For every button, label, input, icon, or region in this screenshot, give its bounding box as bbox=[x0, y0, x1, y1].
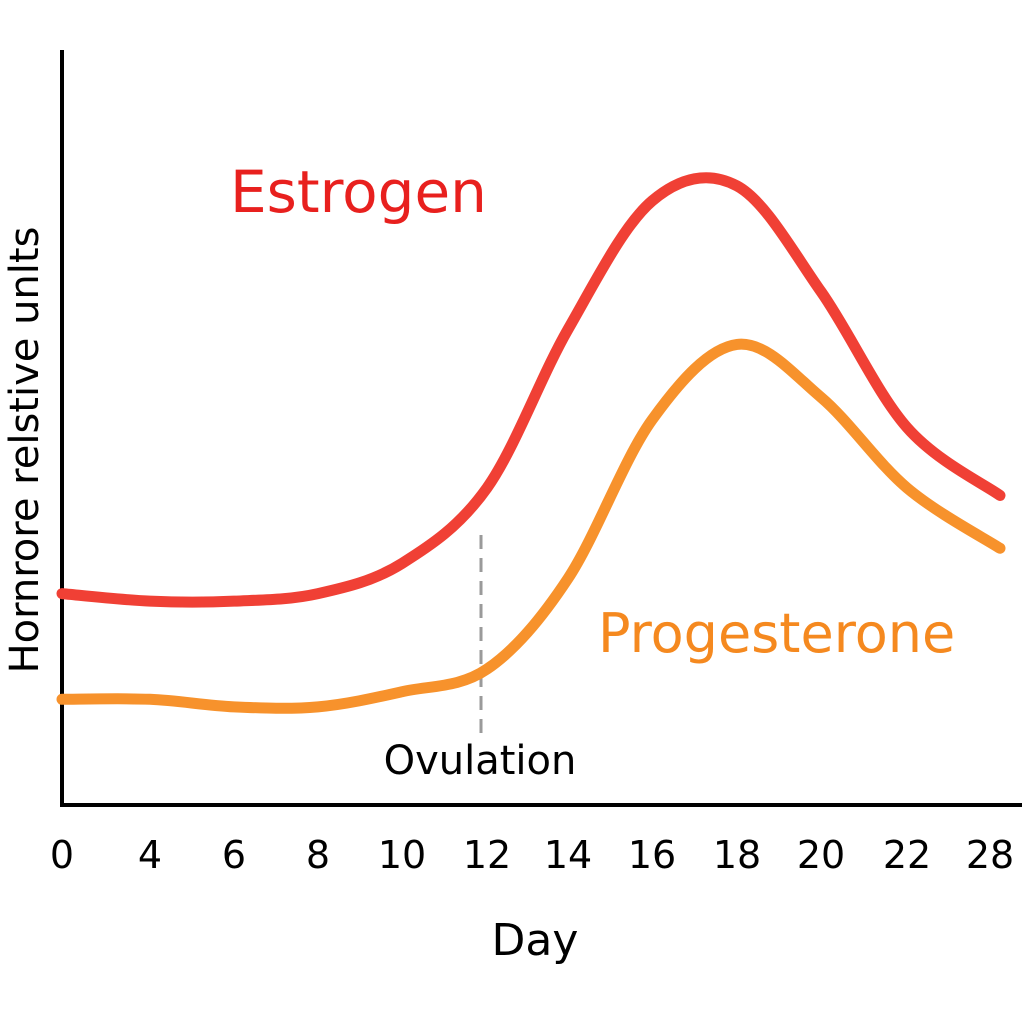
x-tick-label: 10 bbox=[378, 833, 426, 877]
x-tick-label: 28 bbox=[966, 833, 1014, 877]
x-axis-label: Day bbox=[492, 915, 579, 966]
x-tick-label: 12 bbox=[463, 833, 511, 877]
x-tick-label: 16 bbox=[628, 833, 676, 877]
x-tick-label: 14 bbox=[544, 833, 592, 877]
x-tick-label: 4 bbox=[138, 833, 162, 877]
x-tick-label: 22 bbox=[883, 833, 931, 877]
series-label-progesterone: Progesterone bbox=[598, 602, 955, 665]
ovulation-label: Ovulation bbox=[384, 738, 577, 784]
series-line-progesterone bbox=[56, 338, 1006, 714]
x-tick-label: 8 bbox=[306, 833, 330, 877]
x-tick-label: 6 bbox=[222, 833, 246, 877]
x-tick-label: 18 bbox=[713, 833, 761, 877]
x-tick-label: 20 bbox=[797, 833, 845, 877]
series-label-estrogen: Estrogen bbox=[230, 158, 487, 226]
x-tick-label: 0 bbox=[50, 833, 74, 877]
series-line-estrogen bbox=[56, 172, 1006, 608]
y-axis-label: Hornrore relstive unlts bbox=[2, 227, 48, 674]
